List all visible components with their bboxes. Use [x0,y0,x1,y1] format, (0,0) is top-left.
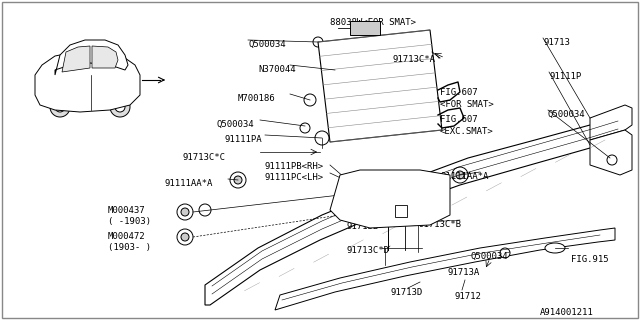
Text: <FOR SMAT>: <FOR SMAT> [440,100,493,109]
Circle shape [349,104,360,114]
Circle shape [405,98,415,108]
Text: N370044: N370044 [258,65,296,74]
Text: FIG.607: FIG.607 [440,88,477,97]
Circle shape [500,248,510,258]
Circle shape [344,79,356,91]
Polygon shape [318,30,442,142]
Text: Q500034: Q500034 [216,120,253,129]
Circle shape [199,204,211,216]
Polygon shape [35,52,140,112]
Polygon shape [330,170,450,228]
Text: ( -1903): ( -1903) [108,217,151,226]
Bar [395,205,407,217]
Text: A914001211: A914001211 [540,308,594,317]
Text: (1903- ): (1903- ) [108,243,151,252]
Text: 88038W<FOR SMAT>: 88038W<FOR SMAT> [330,18,416,27]
Text: M000437: M000437 [108,206,146,215]
Text: 91111P: 91111P [549,72,581,81]
Circle shape [177,229,193,245]
Circle shape [330,65,340,75]
Circle shape [55,102,65,112]
Polygon shape [62,46,90,72]
Bar [382,215,394,223]
Text: M700186: M700186 [238,94,276,103]
Circle shape [364,186,376,198]
Bar [350,21,380,35]
Circle shape [315,131,329,145]
Ellipse shape [545,243,565,253]
Circle shape [110,97,130,117]
Text: 91713A: 91713A [447,268,479,277]
Circle shape [181,233,189,241]
Text: 91713B: 91713B [346,222,378,231]
Text: M000472: M000472 [108,232,146,241]
Polygon shape [205,118,625,305]
Text: FIG.915: FIG.915 [571,255,609,264]
Text: 91713: 91713 [543,38,570,47]
Circle shape [313,37,323,47]
Polygon shape [590,105,632,140]
Circle shape [607,155,617,165]
Circle shape [115,102,125,112]
Circle shape [378,101,387,111]
Text: 91111PB<RH>: 91111PB<RH> [264,162,323,171]
Circle shape [177,204,193,220]
Text: <EXC.SMAT>: <EXC.SMAT> [440,127,493,136]
Text: Q500034: Q500034 [548,110,586,119]
Text: N960004: N960004 [375,185,413,194]
Circle shape [456,171,464,179]
Text: 91713C*C: 91713C*C [182,153,225,162]
Text: 91713C*D: 91713C*D [346,246,389,255]
Circle shape [304,94,316,106]
Polygon shape [275,228,615,310]
Text: 91111PC<LH>: 91111PC<LH> [264,173,323,182]
Text: Q500034: Q500034 [248,40,285,49]
Circle shape [398,181,412,195]
Text: 91111AA*A: 91111AA*A [440,172,488,181]
Text: Q500034: Q500034 [470,252,508,261]
Polygon shape [590,130,632,175]
Circle shape [234,176,242,184]
Circle shape [230,172,246,188]
Text: FIG.607: FIG.607 [440,115,477,124]
Text: 91713D: 91713D [390,288,422,297]
Circle shape [452,167,468,183]
Polygon shape [92,46,118,68]
Polygon shape [55,40,128,75]
Circle shape [50,97,70,117]
Text: 91712: 91712 [454,292,481,301]
Text: 91111AA*A: 91111AA*A [164,179,212,188]
Circle shape [424,189,436,201]
Circle shape [300,123,310,133]
Text: 91111PA: 91111PA [224,135,262,144]
Text: 91713C*B: 91713C*B [418,220,461,229]
Text: 91713C*A: 91713C*A [392,55,435,64]
Circle shape [181,208,189,216]
